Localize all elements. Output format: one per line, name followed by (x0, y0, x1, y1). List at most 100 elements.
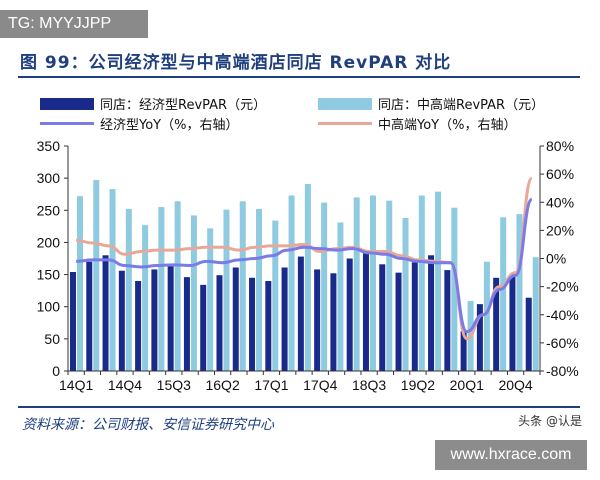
bar-midhigh (109, 189, 116, 371)
bar-economy (314, 269, 321, 371)
bar-economy (183, 277, 190, 371)
legend-swatch (40, 122, 94, 125)
bar-midhigh (402, 218, 409, 371)
bar-midhigh (158, 207, 165, 371)
bar-midhigh (272, 220, 279, 371)
bar-midhigh (304, 183, 311, 371)
bar-economy (265, 281, 272, 371)
bar-economy (476, 304, 483, 371)
bar-economy (86, 261, 93, 371)
bar-midhigh (483, 261, 490, 371)
x-tick-label: 14Q1 (59, 377, 93, 393)
bar-economy (362, 253, 369, 371)
bar-midhigh (418, 195, 425, 371)
chart-title: 图 99：公司经济型与中高端酒店同店 RevPAR 对比 (20, 53, 452, 73)
bar-midhigh (337, 222, 344, 371)
bar-economy (493, 277, 500, 371)
title-divider (18, 76, 580, 78)
x-tick-label: 16Q2 (205, 377, 239, 393)
bar-economy (167, 266, 174, 371)
legend-label: 经济型YoY（%，右轴） (100, 118, 239, 133)
bar-midhigh (451, 207, 458, 371)
bar-economy (200, 284, 207, 371)
bar-midhigh (353, 197, 360, 371)
legend-swatch (318, 122, 372, 125)
left-tick-label: 0 (52, 363, 60, 379)
x-tick-label: 18Q3 (352, 377, 386, 393)
left-tick-label: 250 (37, 202, 61, 218)
source-note: 资料来源：公司财报、安信证券研究中心 (22, 417, 274, 433)
bar-economy (281, 267, 288, 371)
top-watermark: TG: MYYJJPP (0, 10, 148, 38)
bar-economy (102, 255, 109, 371)
right-tick-label: 60% (546, 166, 574, 182)
bar-midhigh (288, 195, 295, 371)
legend-swatch (40, 97, 94, 110)
left-tick-label: 350 (37, 138, 61, 154)
bar-midhigh (142, 225, 149, 371)
bar-economy (232, 267, 239, 371)
right-tick-label: 80% (546, 138, 574, 154)
x-tick-label: 20Q1 (450, 377, 484, 393)
bar-midhigh (516, 214, 523, 371)
bar-economy (249, 277, 256, 371)
bar-economy (216, 275, 223, 371)
bar-midhigh (174, 201, 181, 371)
bar-economy (379, 264, 386, 371)
x-tick-label: 19Q2 (401, 377, 435, 393)
bar-midhigh (435, 191, 442, 371)
line-economy-yoy (76, 197, 534, 334)
bar-midhigh (369, 195, 376, 371)
left-tick-label: 300 (37, 170, 61, 186)
site-watermark: www.hxrace.com (435, 440, 587, 470)
bar-economy (525, 297, 532, 371)
bar-midhigh (386, 200, 393, 371)
bar-economy (509, 275, 516, 371)
legend-label: 同店：中高端RevPAR（元） (378, 98, 545, 113)
bar-midhigh (207, 228, 214, 371)
bar-economy (118, 270, 125, 371)
bar-midhigh (321, 202, 328, 371)
bar-economy (70, 272, 76, 371)
bar-economy (346, 258, 353, 371)
bar-economy (411, 262, 418, 371)
x-tick-label: 14Q4 (108, 377, 142, 393)
bar-midhigh (256, 209, 263, 371)
right-tick-label: -20% (546, 279, 579, 295)
left-tick-label: 100 (37, 299, 61, 315)
author-watermark: 头条 @认是 (518, 414, 582, 428)
bar-economy (330, 273, 337, 371)
bar-economy (151, 269, 158, 371)
bar-economy (444, 270, 451, 371)
chart: 0 50 100 150 200 250 300 350 -80% -60% -40% -20% 0% 2… (37, 138, 579, 393)
x-tick-label: 17Q1 (254, 377, 288, 393)
source-divider (18, 406, 580, 408)
bar-economy (297, 256, 304, 371)
bar-midhigh (77, 196, 83, 371)
right-tick-label: -60% (546, 335, 579, 351)
x-tick-label: 15Q3 (157, 377, 191, 393)
legend-label: 同店：经济型RevPAR（元） (100, 98, 267, 113)
legend-item-economy-bar: 同店：经济型RevPAR（元） (40, 94, 266, 113)
left-tick-label: 200 (37, 234, 61, 250)
legend-item-economy-yoy: 经济型YoY（%，右轴） (40, 114, 238, 133)
legend-item-midhigh-bar: 同店：中高端RevPAR（元） (318, 94, 544, 113)
bar-midhigh (500, 217, 507, 371)
bar-economy (135, 281, 142, 371)
legend-label: 中高端YoY（%，右轴） (378, 118, 517, 133)
right-tick-label: 0% (546, 251, 566, 267)
bar-midhigh (532, 257, 539, 371)
legend-swatch (318, 97, 372, 110)
bar-economy (395, 272, 402, 371)
bar-economy (460, 331, 467, 371)
bar-midhigh (239, 201, 246, 371)
bar-economy (428, 255, 435, 371)
right-tick-label: 20% (546, 222, 574, 238)
right-tick-label: -80% (546, 363, 579, 379)
bar-midhigh (223, 209, 230, 371)
right-tick-label: 40% (546, 194, 574, 210)
left-tick-label: 50 (44, 331, 60, 347)
x-tick-label: 20Q4 (498, 377, 532, 393)
legend-item-midhigh-yoy: 中高端YoY（%，右轴） (318, 114, 516, 133)
right-tick-label: -40% (546, 307, 579, 323)
